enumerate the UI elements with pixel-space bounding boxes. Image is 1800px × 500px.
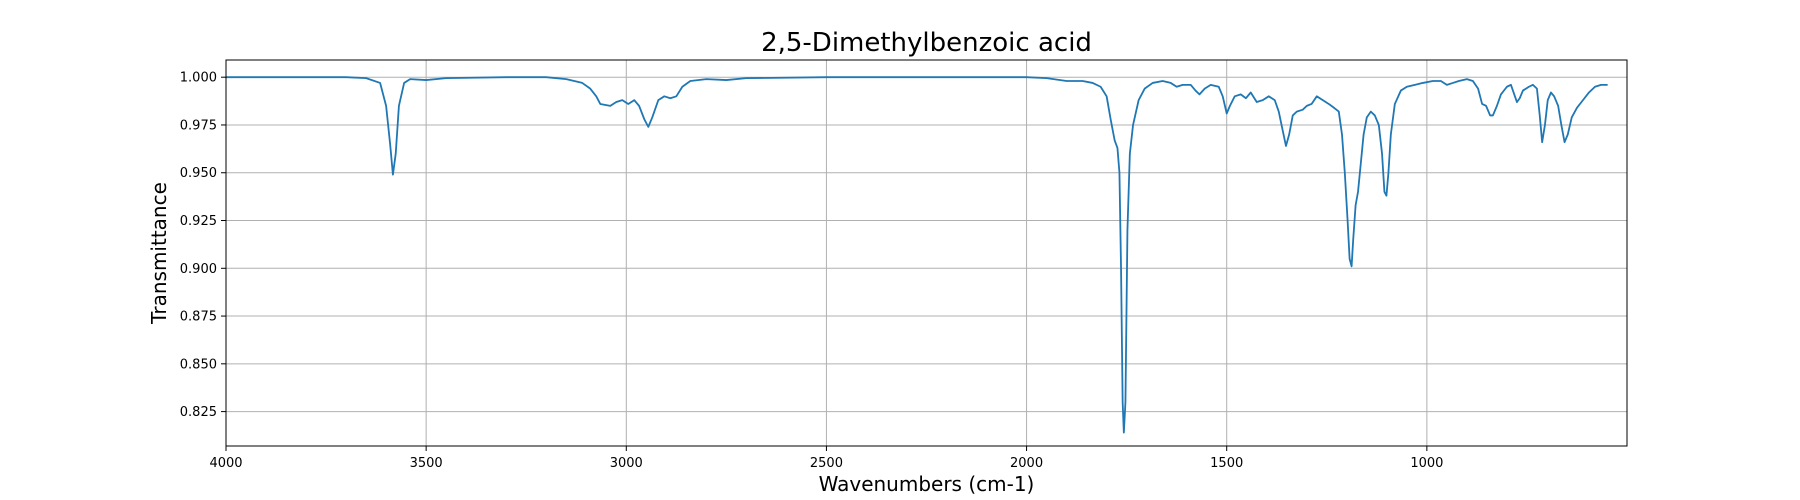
y-tick-label: 0.925 <box>180 214 217 229</box>
x-tick-label: 3000 <box>610 456 643 471</box>
y-tick-label: 0.950 <box>180 166 217 181</box>
spectrum-line <box>225 76 1608 434</box>
y-tick-label: 0.825 <box>180 405 217 420</box>
y-axis-ticks: 0.825 0.850 0.875 0.900 0.925 0.950 0.975 1.000 <box>180 71 226 420</box>
y-axis-label: Transmittance <box>147 182 171 325</box>
chart-title: 2,5-Dimethylbenzoic acid <box>761 28 1092 58</box>
x-axis-label: Wavenumbers (cm-1) <box>819 472 1035 496</box>
series-layer <box>225 76 1608 434</box>
x-tick-label: 3500 <box>410 456 443 471</box>
x-tick-label: 2500 <box>810 456 843 471</box>
grid-lines <box>225 60 1627 446</box>
y-tick-label: 0.900 <box>180 262 217 277</box>
x-axis-ticks: 4000 3500 3000 2500 2000 1500 1000 <box>209 446 1443 471</box>
y-tick-label: 0.975 <box>180 118 217 133</box>
y-tick-label: 0.850 <box>180 357 217 372</box>
plot-frame <box>225 59 1628 447</box>
x-tick-label: 1500 <box>1210 456 1243 471</box>
x-tick-label: 1000 <box>1410 456 1443 471</box>
y-tick-label: 0.875 <box>180 310 217 325</box>
x-tick-label: 4000 <box>209 456 242 471</box>
x-tick-label: 2000 <box>1010 456 1043 471</box>
y-tick-label: 1.000 <box>180 71 217 86</box>
